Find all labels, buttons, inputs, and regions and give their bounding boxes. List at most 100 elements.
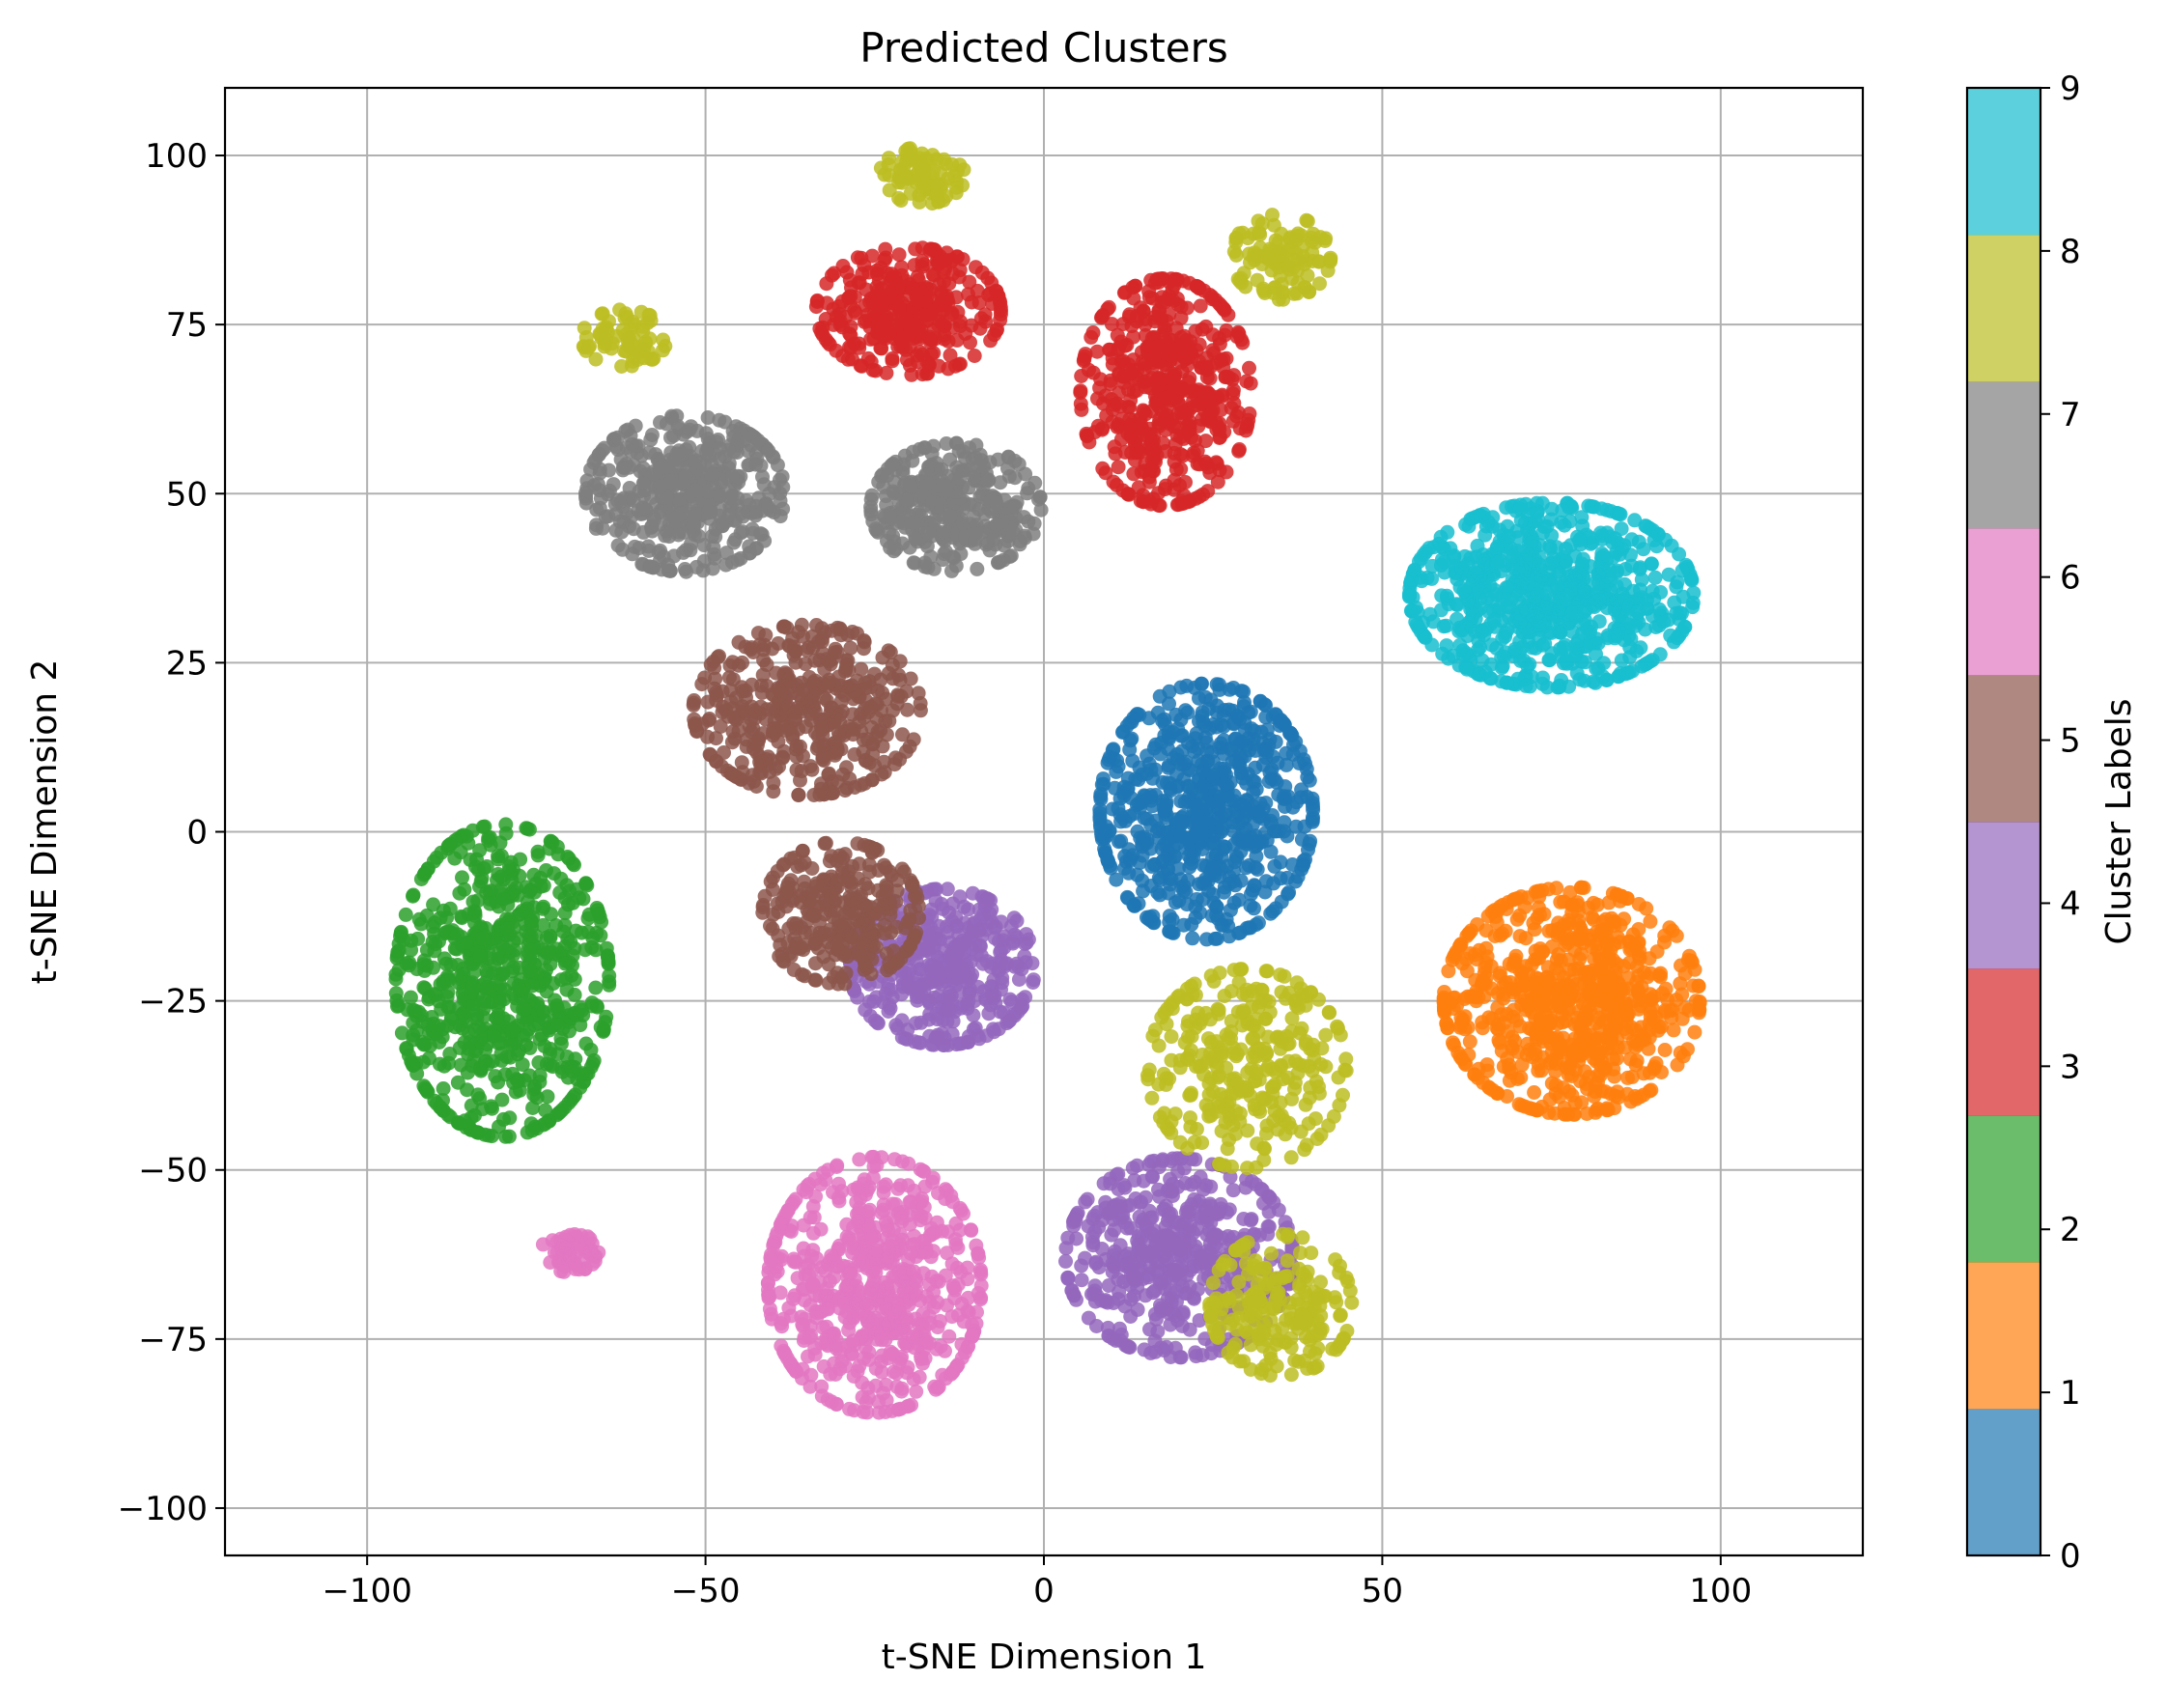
data-point [1086, 1287, 1101, 1302]
data-point [404, 991, 418, 1005]
data-point [1127, 1272, 1141, 1286]
data-point [838, 783, 853, 798]
data-point [909, 1016, 923, 1030]
data-point [1271, 788, 1285, 802]
data-point [558, 939, 573, 954]
data-point [1485, 1083, 1500, 1098]
data-point [1196, 1348, 1210, 1362]
data-point [1568, 1096, 1583, 1110]
data-point [969, 260, 983, 274]
data-point [1201, 408, 1216, 423]
data-point [1153, 1274, 1168, 1288]
data-point [1541, 882, 1556, 896]
data-point [1164, 783, 1178, 798]
data-point [865, 249, 880, 264]
data-point [1121, 866, 1136, 881]
data-point [1132, 708, 1146, 722]
data-point [436, 1104, 451, 1118]
data-point [994, 943, 1008, 958]
data-point [399, 908, 413, 922]
data-point [1574, 881, 1589, 895]
data-point [843, 273, 858, 288]
data-point [1447, 950, 1461, 965]
data-point [1079, 347, 1093, 361]
data-point [1507, 892, 1522, 907]
data-point [895, 332, 910, 347]
data-point [472, 843, 487, 857]
data-point [1531, 910, 1545, 925]
data-point [945, 897, 960, 911]
data-point [904, 368, 918, 382]
data-point [1161, 1230, 1175, 1245]
data-point [1527, 1085, 1541, 1100]
data-point [1199, 362, 1214, 377]
data-point [602, 974, 616, 989]
data-point [1169, 321, 1184, 335]
data-point [524, 943, 539, 958]
data-point [787, 648, 802, 662]
data-point [822, 655, 836, 669]
data-point [1245, 721, 1259, 736]
data-point [735, 656, 749, 670]
data-point [912, 990, 926, 1004]
data-point [1196, 488, 1210, 502]
data-point [892, 301, 907, 316]
data-point [575, 1003, 589, 1018]
data-point [1218, 807, 1232, 822]
data-point [827, 715, 841, 730]
data-point [882, 643, 896, 658]
data-point [1093, 792, 1108, 806]
data-point [1226, 1183, 1241, 1197]
data-point [1180, 1286, 1195, 1301]
data-point [420, 1083, 435, 1098]
data-point [845, 679, 859, 693]
data-point [861, 266, 876, 280]
data-point [1143, 763, 1158, 777]
data-point [1579, 1005, 1593, 1020]
cluster-5-points [687, 618, 928, 802]
data-point [1249, 860, 1263, 875]
data-point [1201, 815, 1216, 829]
data-point [981, 1006, 996, 1021]
data-point [921, 976, 936, 991]
data-point [904, 672, 918, 686]
data-point [395, 1025, 409, 1040]
data-point [1306, 813, 1320, 827]
data-point [892, 247, 907, 262]
data-point [1069, 1293, 1084, 1307]
data-point [1159, 423, 1173, 437]
data-point [568, 988, 582, 1002]
data-point [1192, 714, 1206, 728]
data-point [457, 882, 471, 897]
data-point [1202, 288, 1217, 302]
data-point [1441, 964, 1455, 978]
data-point [1692, 1003, 1706, 1018]
data-point [834, 919, 849, 934]
data-point [1217, 425, 1231, 439]
data-point [441, 839, 456, 854]
data-point [1144, 1155, 1159, 1169]
data-point [502, 1110, 517, 1125]
data-point [1601, 1103, 1616, 1117]
data-point [1580, 1081, 1594, 1096]
data-point [1648, 1010, 1663, 1024]
data-point [1561, 936, 1575, 950]
data-point [1126, 1161, 1140, 1175]
data-point [406, 1058, 420, 1073]
data-point [1211, 475, 1225, 490]
data-point [1112, 1322, 1127, 1336]
data-point [1602, 895, 1617, 910]
data-point [486, 1054, 500, 1069]
data-point [1120, 890, 1135, 905]
data-point [1272, 824, 1286, 838]
data-point [500, 921, 515, 936]
data-point [1117, 370, 1132, 384]
data-point [1118, 445, 1133, 460]
data-point [1580, 1106, 1594, 1121]
data-point [897, 865, 912, 880]
data-point [809, 299, 824, 314]
data-point [477, 994, 492, 1008]
data-point [1111, 801, 1125, 816]
data-point [819, 836, 833, 851]
data-point [1004, 994, 1019, 1009]
